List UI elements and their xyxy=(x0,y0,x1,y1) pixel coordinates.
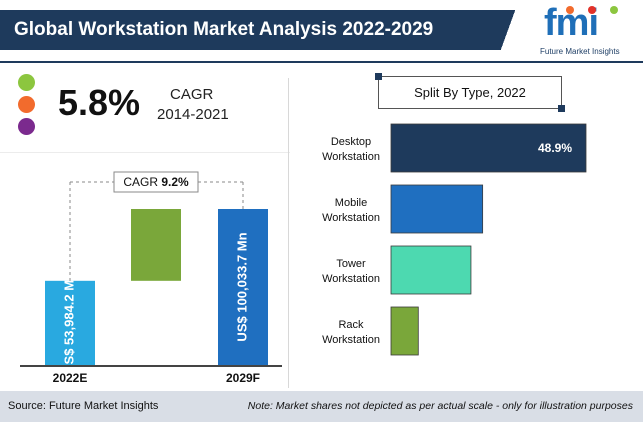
type-label-line: Mobile xyxy=(335,197,367,209)
logo-dot-red xyxy=(588,6,596,14)
type-label: Desktop Workstation xyxy=(322,136,380,163)
panel-divider xyxy=(288,78,289,388)
logo-dot-green xyxy=(610,6,618,14)
type-label-line: Workstation xyxy=(322,334,380,346)
type-label-line: Rack xyxy=(338,319,364,331)
legend-dot-orange xyxy=(18,96,35,113)
cagr-period: 2014-2021 xyxy=(157,106,229,123)
cagr-label: CAGR xyxy=(170,86,214,103)
logo-dot-orange xyxy=(566,6,574,14)
type-label: Tower Workstation xyxy=(322,258,380,285)
split-box-corner-top-left xyxy=(375,73,382,80)
split-by-type-title: Split By Type, 2022 xyxy=(414,85,526,100)
cagr-badge xyxy=(113,171,199,193)
type-label-line: Desktop xyxy=(331,136,371,148)
bar-value-label: US$ 100,033.7 Mn xyxy=(234,232,249,341)
cagr-value: 5.8% xyxy=(58,82,141,123)
legend-dot-green xyxy=(18,74,35,91)
legend-dot-purple xyxy=(18,118,35,135)
split-by-type-box: Split By Type, 2022 xyxy=(378,76,562,109)
cagr-badge-label: CAGR xyxy=(123,175,161,189)
type-split-chart: Desktop Workstation 48.9% Mobile Workstation… xyxy=(322,123,587,356)
footer-source: Source: Future Market Insights xyxy=(8,400,159,412)
left-chart-baseline xyxy=(20,365,282,367)
type-label: Mobile Workstation xyxy=(322,197,380,224)
type-label-line: Workstation xyxy=(322,151,380,163)
type-bar-rack xyxy=(390,306,419,356)
page-title: Global Workstation Market Analysis 2022-… xyxy=(14,19,434,40)
growth-block xyxy=(131,209,181,281)
bar-2022E xyxy=(45,280,95,365)
title-banner-wedge xyxy=(494,10,522,50)
type-label-line: Tower xyxy=(336,258,366,270)
type-value-label: 48.9% xyxy=(538,141,572,155)
footer: Source: Future Market Insights Note: Mar… xyxy=(0,391,643,422)
left-section-divider xyxy=(0,152,290,153)
title-banner: Global Workstation Market Analysis 2022-… xyxy=(0,10,510,50)
category-label: 2029F xyxy=(226,371,260,385)
fmi-logo: fmi Future Market Insights xyxy=(538,2,638,60)
type-label-line: Workstation xyxy=(322,212,380,224)
header: Global Workstation Market Analysis 2022-… xyxy=(0,0,643,62)
type-bar-tower xyxy=(390,245,472,295)
type-bar-mobile xyxy=(390,184,484,234)
type-label: Rack Workstation xyxy=(322,319,380,346)
split-box-corner-bottom-right xyxy=(558,105,565,112)
footer-note: Note: Market shares not depicted as per … xyxy=(247,400,633,412)
type-label-line: Workstation xyxy=(322,273,380,285)
type-bar-desktop xyxy=(390,123,587,173)
cagr-badge-text: CAGR 9.2% xyxy=(123,175,189,189)
bar-value-label: US$ 53,984.2 Mn xyxy=(61,272,76,374)
category-label: 2022E xyxy=(53,371,88,385)
bar-2029F xyxy=(218,209,268,365)
logo-caption: Future Market Insights xyxy=(540,47,620,56)
cagr-badge-value: 9.2% xyxy=(161,175,189,189)
header-divider xyxy=(0,61,643,63)
